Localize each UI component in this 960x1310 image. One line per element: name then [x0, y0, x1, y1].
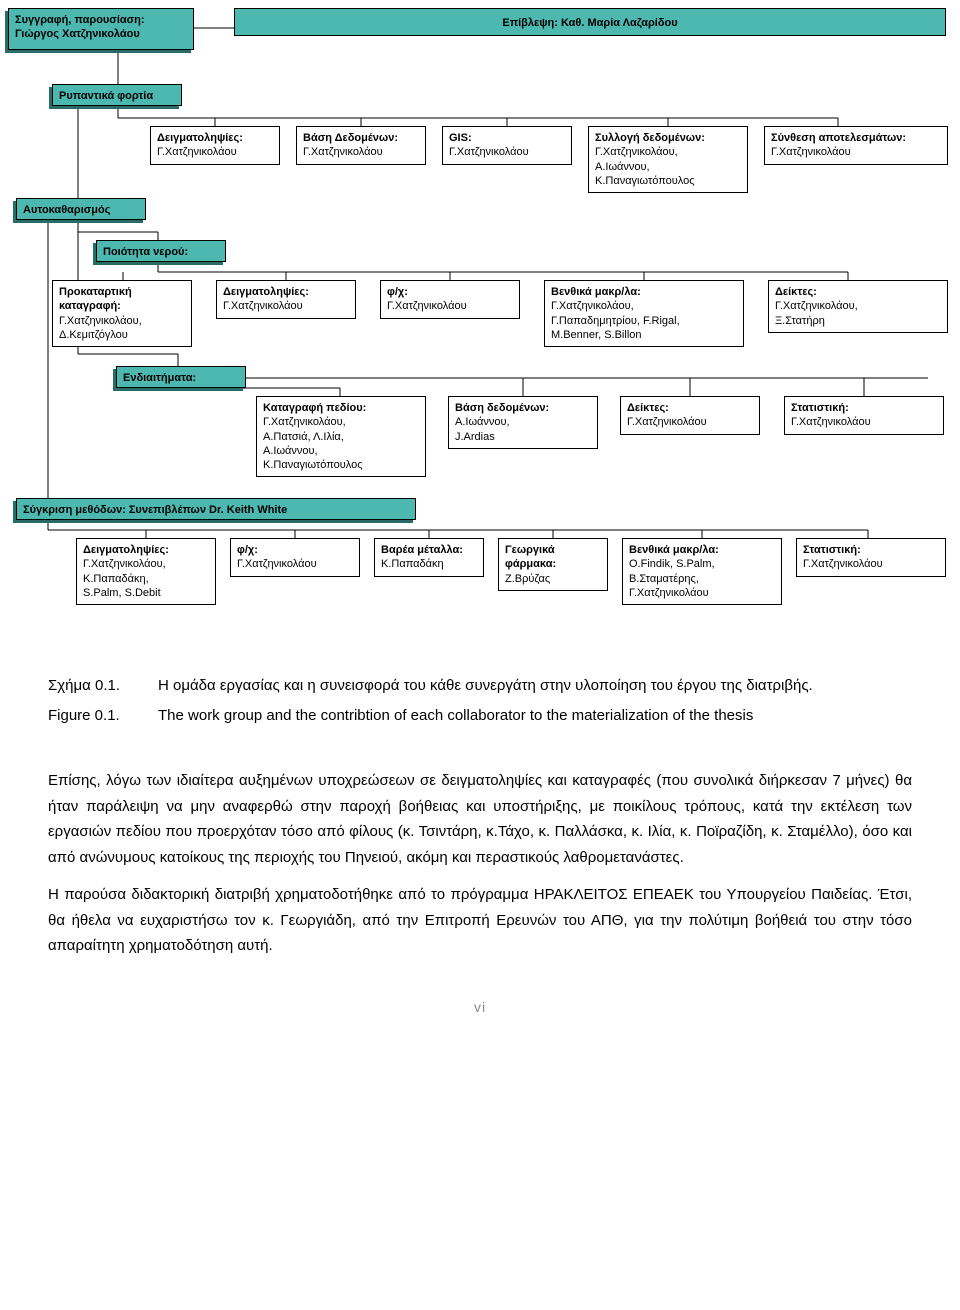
- row4-box-1: φ/χ:Γ.Χατζηνικολάου: [230, 538, 360, 577]
- row1-box-4: Σύνθεση αποτελεσμάτων:Γ.Χατζηνικολάου: [764, 126, 948, 165]
- author-box: Συγγραφή, παρουσίαση:Γιώργος Χατζηνικολά…: [8, 8, 194, 50]
- caption-english: Figure 0.1. The work group and the contr…: [48, 704, 912, 728]
- row2-box-2: φ/χ:Γ.Χατζηνικολάου: [380, 280, 520, 319]
- caption-greek: Σχήμα 0.1. Η ομάδα εργασίας και η συνεισ…: [48, 674, 912, 698]
- paragraph-1: Επίσης, λόγω των ιδιαίτερα αυξημένων υπο…: [48, 768, 912, 870]
- caption-label-1: Σχήμα 0.1.: [48, 674, 158, 698]
- row4-box-2: Βαρέα μέταλλα:Κ.Παπαδάκη: [374, 538, 484, 577]
- row3-box-3: Στατιστική:Γ.Χατζηνικολάου: [784, 396, 944, 435]
- category-water-quality: Ποιότητα νερού:: [96, 240, 226, 262]
- category-pollutant-loads: Ρυπαντικά φορτία: [52, 84, 182, 106]
- row4-box-5: Στατιστική:Γ.Χατζηνικολάου: [796, 538, 946, 577]
- row2-box-3: Βενθικά μακρ/λα:Γ.Χατζηνικολάου,Γ.Παπαδη…: [544, 280, 744, 347]
- caption-label-2: Figure 0.1.: [48, 704, 158, 728]
- row2-box-4: Δείκτες:Γ.Χατζηνικολάου,Ξ.Στατήρη: [768, 280, 948, 333]
- row4-box-4: Βενθικά μακρ/λα:O.Findik, S.Palm,Β.Σταμα…: [622, 538, 782, 605]
- page-number: vi: [8, 999, 952, 1015]
- category-habitats: Ενδιαιτήματα:: [116, 366, 246, 388]
- category-method-comparison: Σύγκριση μεθόδων: Συνεπιβλέπων Dr. Keith…: [16, 498, 416, 520]
- row1-box-3: Συλλογή δεδομένων:Γ.Χατζηνικολάου,Α.Ιωάν…: [588, 126, 748, 193]
- org-chart-diagram: Συγγραφή, παρουσίαση:Γιώργος Χατζηνικολά…: [8, 8, 952, 668]
- supervisor-box: Επίβλεψη: Καθ. Μαρία Λαζαρίδου: [234, 8, 946, 36]
- row3-box-2: Δείκτες:Γ.Χατζηνικολάου: [620, 396, 760, 435]
- row1-box-2: GIS:Γ.Χατζηνικολάου: [442, 126, 572, 165]
- row3-box-1: Βάση δεδομένων:Α.Ιωάννου,J.Ardias: [448, 396, 598, 449]
- row4-box-3: Γεωργικά φάρμακα:Ζ.Βρύζας: [498, 538, 608, 591]
- row2-box-1: Δειγματοληψίες:Γ.Χατζηνικολάου: [216, 280, 356, 319]
- row3-box-0: Καταγραφή πεδίου:Γ.Χατζηνικολάου,Α.Πατσι…: [256, 396, 426, 477]
- row2-box-0: Προκαταρτική καταγραφή:Γ.Χατζηνικολάου,Δ…: [52, 280, 192, 347]
- caption-text-1: Η ομάδα εργασίας και η συνεισφορά του κά…: [158, 674, 912, 698]
- row1-box-0: Δειγματοληψίες:Γ.Χατζηνικολάου: [150, 126, 280, 165]
- row1-box-1: Βάση Δεδομένων:Γ.Χατζηνικολάου: [296, 126, 426, 165]
- paragraph-2: Η παρούσα διδακτορική διατριβή χρηματοδο…: [48, 882, 912, 959]
- row4-box-0: Δειγματοληψίες:Γ.Χατζηνικολάου,Κ.Παπαδάκ…: [76, 538, 216, 605]
- category-selfcleaning: Αυτοκαθαρισμός: [16, 198, 146, 220]
- caption-text-2: The work group and the contribtion of ea…: [158, 704, 912, 728]
